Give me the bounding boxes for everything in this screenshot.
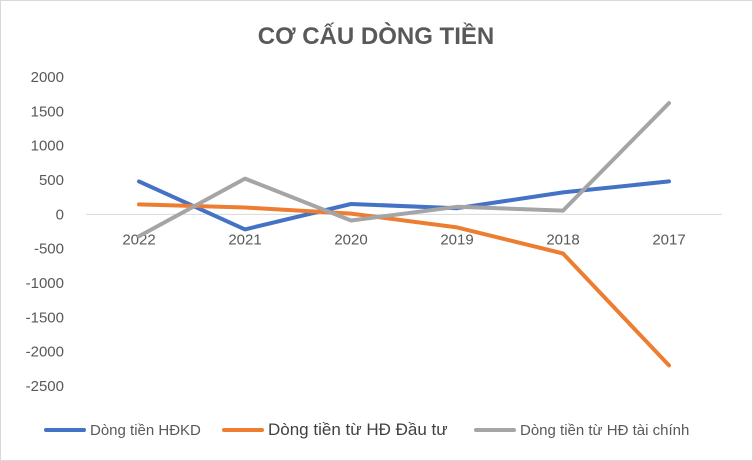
- x-tick-label: 2020: [334, 231, 367, 248]
- series-line-3: [137, 101, 671, 239]
- series-line-2: [137, 202, 671, 368]
- y-tick-label: 2000: [31, 69, 64, 86]
- legend-label-1: Dòng tiền HĐKD: [90, 422, 201, 439]
- y-axis: 2000 1500 1000 500 0 -500 -1000 -1500 -2000 -2500: [26, 69, 64, 395]
- y-tick-label: 500: [39, 172, 64, 189]
- y-tick-label: 0: [56, 206, 64, 223]
- x-axis: 2022 2021 2020 2019 2018 2017: [122, 231, 685, 248]
- x-tick-label: 2018: [546, 231, 579, 248]
- y-tick-label: -2500: [26, 378, 64, 395]
- y-tick-label: -1500: [26, 309, 64, 326]
- x-tick-label: 2022: [122, 231, 155, 248]
- x-tick-label: 2021: [228, 231, 261, 248]
- y-tick-label: -1000: [26, 275, 64, 292]
- legend-label-2: Dòng tiền từ HĐ Đầu tư: [268, 420, 448, 439]
- y-tick-label: -500: [34, 241, 64, 258]
- y-tick-label: 1500: [31, 103, 64, 120]
- x-tick-label: 2017: [652, 231, 685, 248]
- legend: Dòng tiền HĐKD Dòng tiền từ HĐ Đầu tư Dòng…: [44, 420, 689, 439]
- x-tick-label: 2019: [440, 231, 473, 248]
- legend-label-3: Dòng tiền từ HĐ tài chính: [520, 422, 689, 439]
- y-tick-label: -2000: [26, 344, 64, 361]
- y-tick-label: 1000: [31, 138, 64, 155]
- chart-title: CƠ CẤU DÒNG TIỀN: [258, 22, 494, 50]
- series-group: [137, 101, 671, 368]
